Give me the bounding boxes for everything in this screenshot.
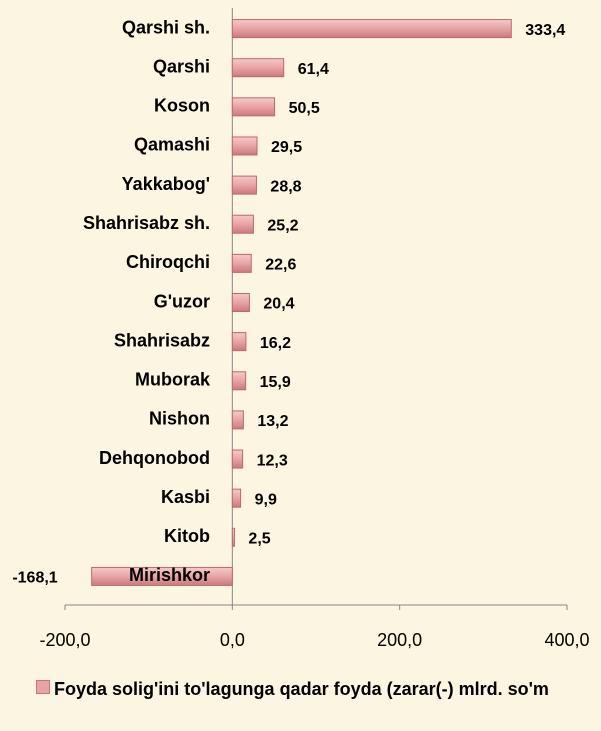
y-tick-label: Kitob: [164, 526, 210, 546]
value-label: 61,4: [298, 61, 329, 78]
legend-swatch: [36, 680, 50, 694]
bar: [231, 332, 247, 352]
bar: [231, 527, 235, 547]
value-label: -168,1: [12, 570, 57, 587]
bar: [231, 293, 250, 312]
bar: [231, 449, 244, 469]
y-tick-label: Qarshi: [153, 56, 210, 76]
bar: [231, 214, 254, 234]
plot: -200,0 0,0 200,0 400,0 Qarshi sh. 333,4 Qarshi…: [12, 8, 590, 650]
value-label: 12,3: [257, 452, 288, 469]
value-label: 25,2: [267, 217, 298, 234]
legend: Foyda solig'ini to'lagunga qadar foyda (…: [36, 676, 576, 702]
y-tick-label: Nishon: [149, 409, 210, 429]
bar: [231, 253, 252, 273]
bar: [231, 410, 244, 430]
y-tick-label: Mirishkor: [129, 565, 210, 585]
bar: [231, 58, 285, 78]
value-label: 20,4: [263, 296, 294, 313]
y-tick-label: Qarshi sh.: [122, 17, 210, 37]
x-tick-label: 200,0: [377, 630, 422, 650]
y-tick-label: Kasbi: [161, 487, 210, 507]
y-tick-label: Chiroqchi: [126, 252, 210, 272]
bar: [231, 97, 276, 117]
legend-label: Foyda solig'ini to'lagunga qadar foyda (…: [54, 679, 549, 699]
x-tick-label: -200,0: [39, 630, 90, 650]
value-label: 16,2: [260, 335, 291, 352]
y-tick-label: Shahrisabz: [114, 330, 210, 350]
y-tick-label: Shahrisabz sh.: [83, 213, 210, 233]
value-label: 50,5: [289, 100, 320, 117]
value-label: 15,9: [260, 374, 291, 391]
y-tick-label: Muborak: [135, 370, 211, 390]
bar: [231, 371, 247, 391]
y-tick-label: G'uzor: [154, 291, 210, 311]
y-tick-label: Dehqonobod: [99, 448, 210, 468]
value-label: 29,5: [271, 139, 302, 156]
value-label: 2,5: [248, 531, 270, 548]
bar: [231, 488, 242, 508]
value-label: 13,2: [257, 413, 288, 430]
value-label: 22,6: [265, 257, 296, 274]
value-label: 9,9: [255, 491, 277, 508]
bar: [231, 136, 258, 156]
value-label: 333,4: [525, 22, 565, 39]
bar: [91, 566, 233, 586]
y-tick-label: Qamashi: [134, 135, 210, 155]
bar: [231, 175, 257, 195]
y-tick-label: Koson: [154, 96, 210, 116]
bar: [231, 19, 512, 39]
x-tick-label: 400,0: [544, 630, 589, 650]
value-label: 28,8: [270, 178, 301, 195]
y-tick-label: Yakkabog': [122, 174, 210, 194]
x-tick-label: 0,0: [220, 630, 245, 650]
